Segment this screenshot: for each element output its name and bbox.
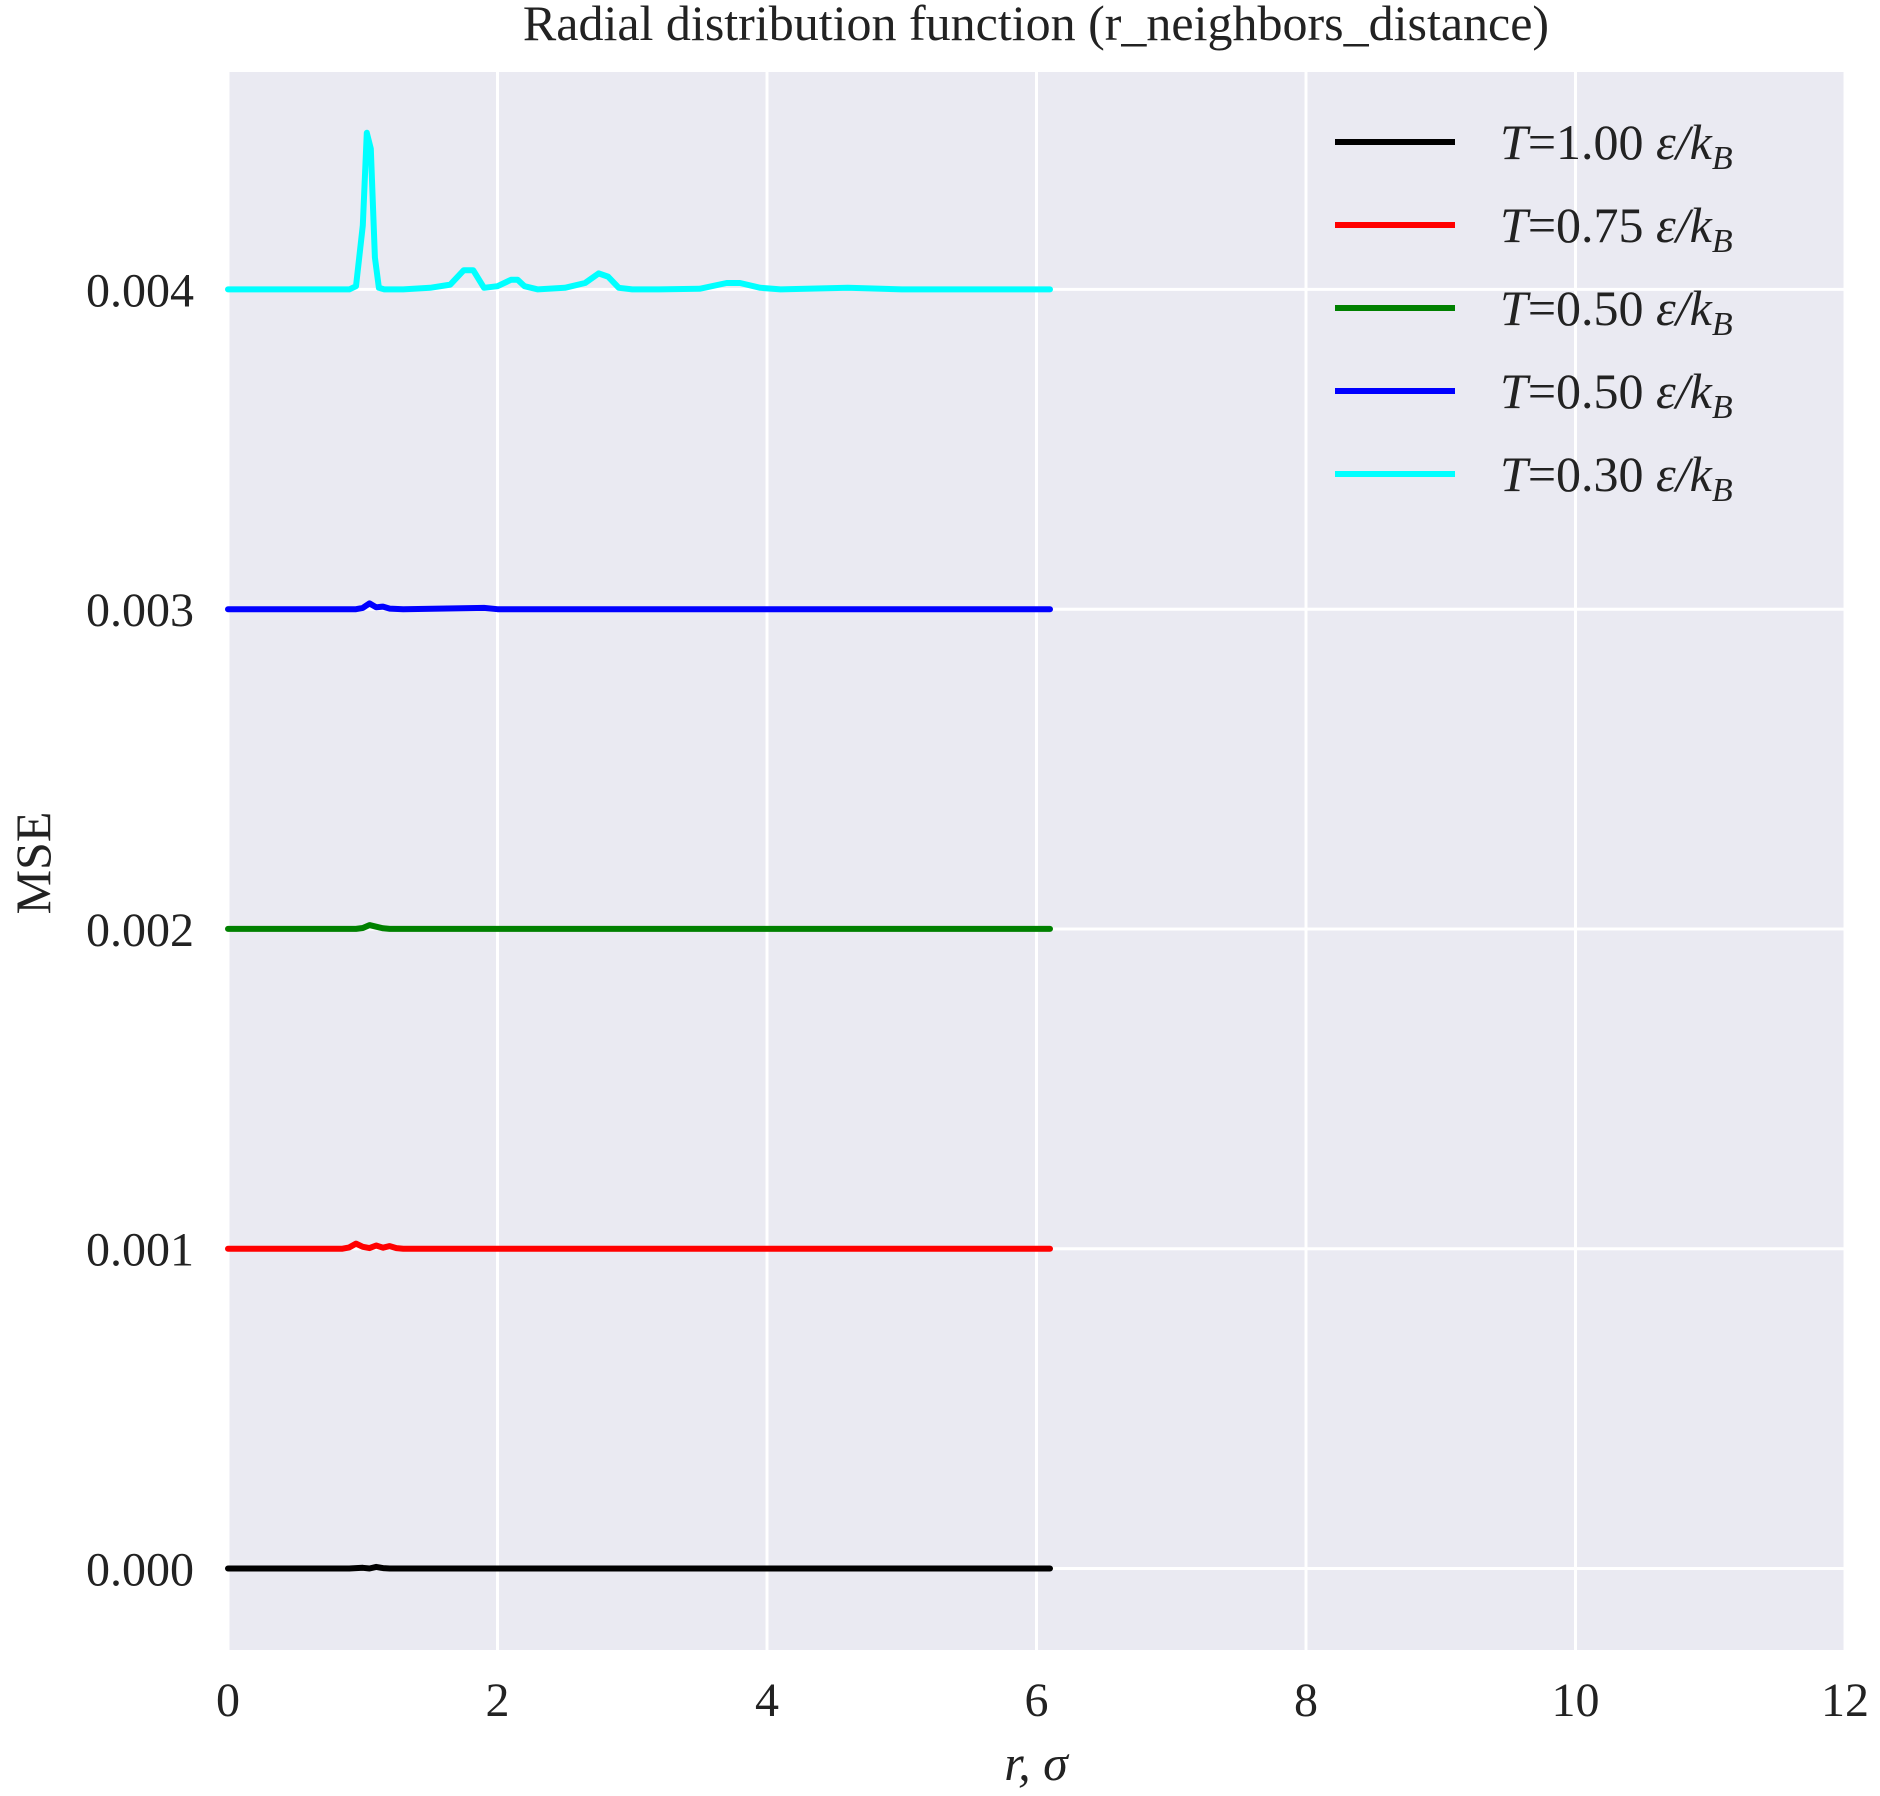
legend-item: T=0.50 ε/kB: [1335, 363, 1733, 426]
x-tick-label: 6: [1025, 1674, 1049, 1727]
x-tick-label: 2: [486, 1674, 510, 1727]
legend-label: T=0.50 ε/kB: [1500, 280, 1733, 343]
y-tick-label: 0.003: [86, 584, 194, 637]
y-tick-label: 0.002: [86, 904, 194, 957]
legend-label: T=0.50 ε/kB: [1500, 363, 1733, 426]
x-tick-label: 8: [1294, 1674, 1318, 1727]
series-group: [225, 129, 1053, 1572]
x-tick-label: 4: [755, 1674, 779, 1727]
series-line-1: [225, 1240, 1053, 1252]
x-tick-label: 0: [216, 1674, 240, 1727]
legend-item: T=0.50 ε/kB: [1335, 280, 1733, 343]
chart-title: Radial distribution function (r_neighbor…: [523, 0, 1549, 51]
legend-label: T=1.00 ε/kB: [1500, 114, 1733, 177]
tick-labels: 0 2 4 6 8 10 12 0.000 0.001 0.002 0.003 0.004: [86, 264, 1869, 1727]
x-tick-label: 12: [1821, 1674, 1869, 1727]
legend-item: T=0.30 ε/kB: [1335, 446, 1733, 509]
legend-label: T=0.75 ε/kB: [1500, 197, 1733, 260]
series-line-2: [225, 922, 1053, 932]
x-axis-label: r, σ: [1004, 1735, 1070, 1791]
legend-item: T=1.00 ε/kB: [1335, 114, 1733, 177]
legend-label: T=0.30 ε/kB: [1500, 446, 1733, 509]
x-tick-label: 10: [1552, 1674, 1600, 1727]
legend: T=1.00 ε/kB T=0.75 ε/kB T=0.50 ε/kB T=0.50 …: [1335, 114, 1733, 509]
y-tick-label: 0.000: [86, 1543, 194, 1596]
series-line-0: [225, 1563, 1053, 1572]
series-line-3: [225, 600, 1053, 613]
legend-item: T=0.75 ε/kB: [1335, 197, 1733, 260]
y-tick-label: 0.004: [86, 264, 194, 317]
series-line-4: [225, 129, 1053, 293]
y-axis-label: MSE: [5, 812, 61, 915]
y-tick-label: 0.001: [86, 1224, 194, 1277]
